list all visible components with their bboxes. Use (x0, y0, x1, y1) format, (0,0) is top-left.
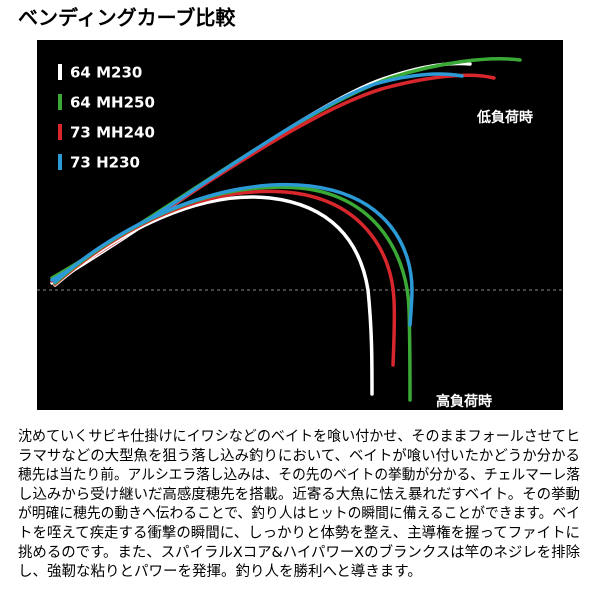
diagram-panel (37, 40, 563, 410)
legend-label: 73 MH240 (70, 124, 155, 142)
title: ベンディングカーブ比較 (18, 6, 236, 30)
description-line: 沈めていくサビキ仕掛けにイワシなどのベイトを喰い付かせ、そのままフォールさせてヒ (18, 428, 580, 445)
high-load-label: 高負荷時 (436, 393, 492, 410)
description-line: 挑めるのです。また、スパイラルXコア&ハイパワーXのブランクスは竿のネジレを排除 (18, 543, 580, 561)
legend-label: 73 H230 (70, 154, 140, 172)
legend-label: 64 MH250 (70, 94, 155, 112)
description: 沈めていくサビキ仕掛けにイワシなどのベイトを喰い付かせ、そのままフォールさせてヒ… (18, 428, 580, 580)
legend-swatch (58, 124, 62, 140)
legend-swatch (58, 154, 62, 170)
description-line: トを咥えて疾走する衝撃の瞬間に、しっかりと体勢を整え、主導権を握ってファイトに (18, 525, 580, 542)
legend-swatch (58, 94, 62, 110)
legend-label: 64 M230 (70, 64, 142, 82)
low-load-label: 低負荷時 (476, 109, 533, 126)
legend-swatch (58, 64, 62, 80)
description-line: し、強靭な粘りとパワーを発揮。釣り人を勝利へと導きます。 (18, 563, 422, 580)
curve-high (53, 183, 414, 327)
curves (50, 57, 522, 402)
description-line: が明確に穂先の動きへ伝わることで、釣り人はヒットの瞬間に備えることができます。ベ… (18, 505, 580, 522)
description-line: ラマサなどの大型魚を狙う落し込み釣りにおいて、ベイトが喰い付いたかどうか分かる (18, 447, 580, 464)
description-line: 穂先は当たり前。アルシエラ落し込みは、その先のベイトの挙動が分かる、チェルマーレ… (18, 467, 580, 484)
legend: 64 M230 64 MH250 73 MH240 73 H230 (58, 64, 155, 172)
description-line: し込みから受け継いだ高感度穂先を搭載。近寄る大魚に怯え暴れだすベイト。その挙動 (18, 485, 580, 503)
curve-high (53, 195, 374, 396)
